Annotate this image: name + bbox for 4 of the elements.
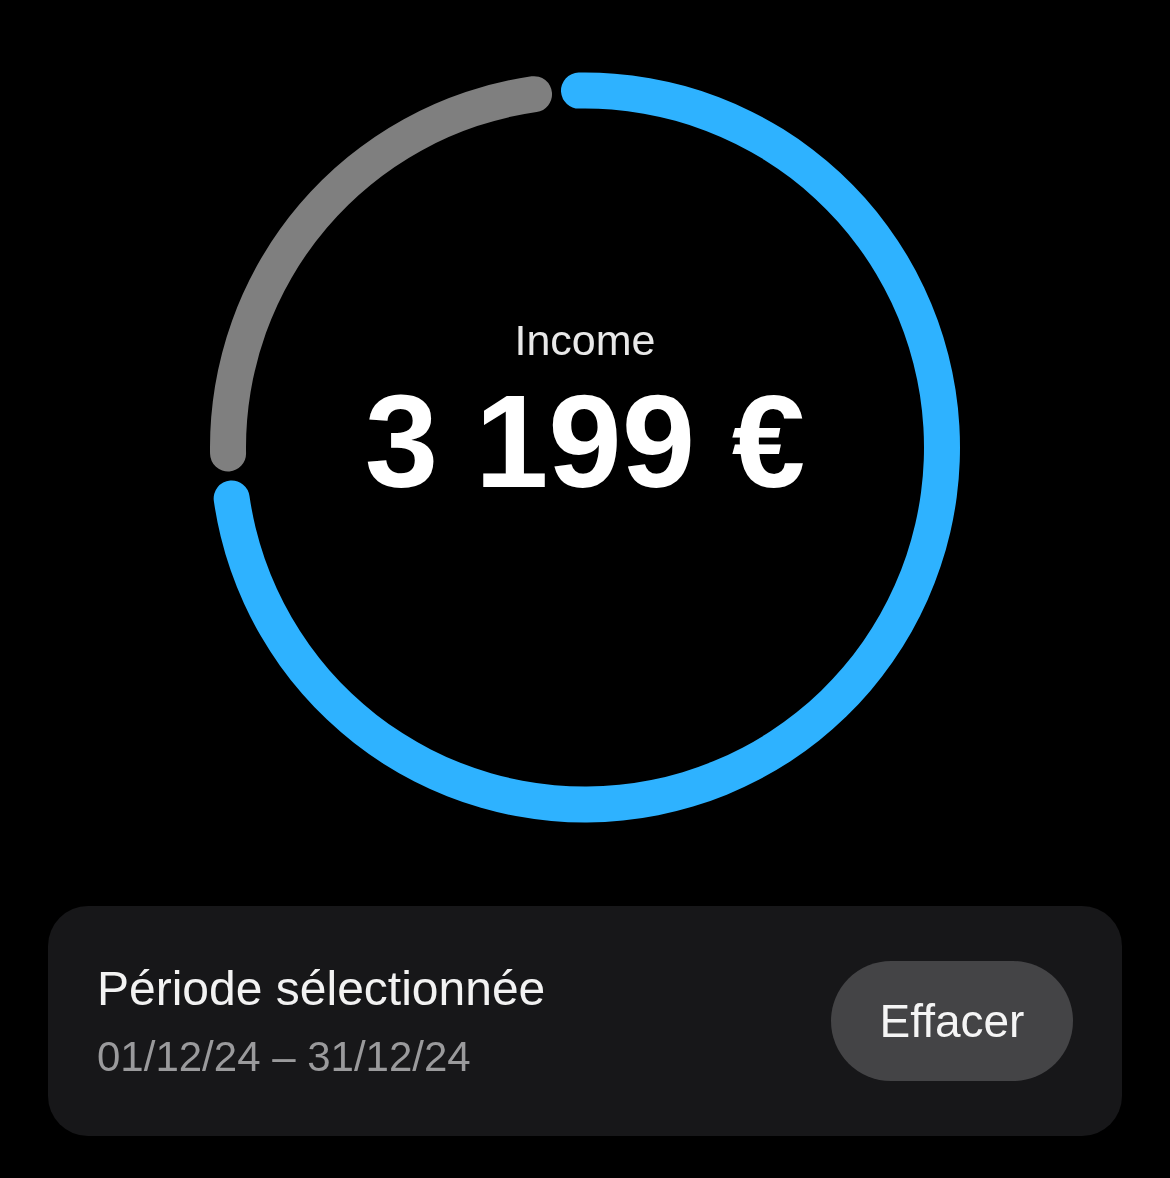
card: Période sélectionnée 01/12/24 – 31/12/24 Effacer [48,906,1122,1136]
button: Effacer [831,961,1073,1081]
text: Income [514,316,656,364]
text: 3 199 € [364,368,806,515]
